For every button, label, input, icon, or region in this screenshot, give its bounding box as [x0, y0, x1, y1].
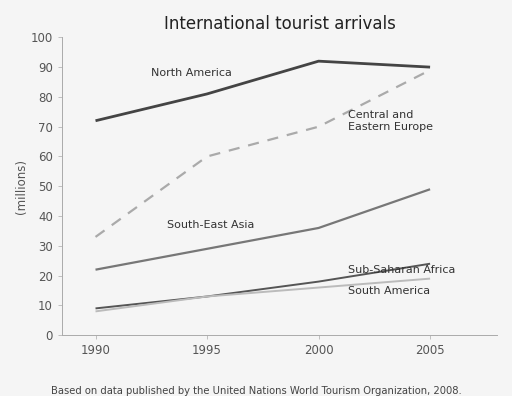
Text: North America: North America: [151, 68, 232, 78]
Text: South-East Asia: South-East Asia: [167, 220, 254, 230]
Text: South America: South America: [348, 286, 430, 295]
Y-axis label: (millions): (millions): [15, 159, 28, 214]
Text: Sub-Saharan Africa: Sub-Saharan Africa: [348, 265, 455, 275]
Title: International tourist arrivals: International tourist arrivals: [164, 15, 395, 33]
Text: Central and
Eastern Europe: Central and Eastern Europe: [348, 110, 433, 131]
Text: Based on data published by the United Nations World Tourism Organization, 2008.: Based on data published by the United Na…: [51, 386, 461, 396]
